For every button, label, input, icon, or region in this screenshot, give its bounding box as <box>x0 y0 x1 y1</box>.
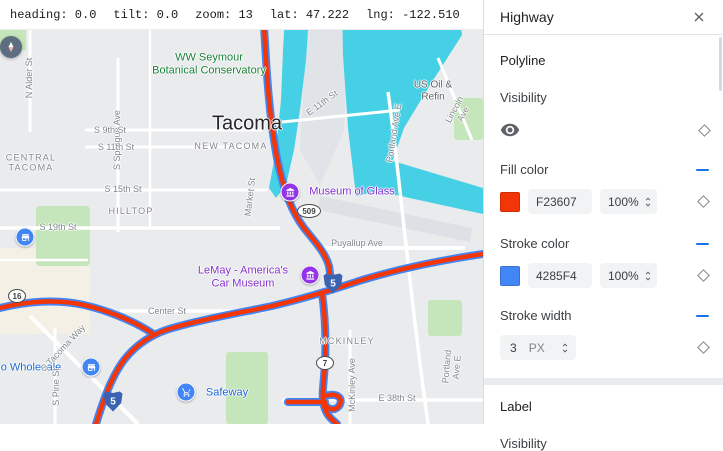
stroke-inherit-diamond-icon[interactable] <box>697 269 710 282</box>
fill-inherit-diamond-icon[interactable] <box>697 195 710 208</box>
fill-remove-icon[interactable] <box>696 168 709 171</box>
fill-opacity-stepper[interactable]: 100% <box>600 189 657 214</box>
polyline-visibility-label: Visibility <box>500 90 547 105</box>
stroke-opacity-value: 100% <box>608 268 639 283</box>
stepper-arrows-icon[interactable] <box>642 270 654 282</box>
stepper-arrows-icon[interactable] <box>642 196 654 208</box>
status-lng: lng: -122.510 <box>366 7 460 22</box>
compass-control[interactable] <box>0 36 22 58</box>
status-bar: heading: 0.0 tilt: 0.0 zoom: 13 lat: 47.… <box>0 0 483 30</box>
label-section-title: Label <box>500 399 532 414</box>
compass-icon <box>8 41 14 53</box>
status-lat: lat: 47.222 <box>269 7 350 22</box>
stroke-opacity-stepper[interactable]: 100% <box>600 263 657 288</box>
stroke-width-value: 3 <box>510 340 517 355</box>
stroke-color-label: Stroke color <box>500 236 570 251</box>
stroke-width-remove-icon[interactable] <box>696 314 709 317</box>
map-canvas[interactable] <box>0 0 483 424</box>
close-icon[interactable] <box>691 9 707 25</box>
status-heading: heading: 0.0 <box>10 7 97 22</box>
map-commercial-area <box>0 248 90 334</box>
panel-title: Highway <box>500 9 554 25</box>
panel-header: Highway <box>484 0 723 35</box>
visibility-eye-icon[interactable] <box>500 120 520 140</box>
status-zoom: zoom: 13 <box>195 7 253 22</box>
stroke-color-swatch[interactable] <box>500 265 520 286</box>
fill-color-swatch[interactable] <box>500 191 520 212</box>
panel-body: Polyline Visibility Fill color 100% <box>484 53 723 451</box>
stroke-hex-input[interactable] <box>528 263 592 288</box>
fill-opacity-value: 100% <box>608 194 639 209</box>
map-industrial-area <box>300 0 350 185</box>
fill-hex-input[interactable] <box>528 189 592 214</box>
status-tilt: tilt: 0.0 <box>113 7 179 22</box>
stroke-width-stepper[interactable]: 3 PX <box>500 335 576 360</box>
fill-color-label: Fill color <box>500 162 549 177</box>
style-panel: Highway Polyline Visibility Fill color 1… <box>483 0 723 451</box>
scrollbar-thumb[interactable] <box>719 37 722 91</box>
stroke-remove-icon[interactable] <box>696 242 709 245</box>
stroke-width-unit: PX <box>528 340 545 355</box>
stroke-width-inherit-diamond-icon[interactable] <box>697 341 710 354</box>
visibility-inherit-diamond-icon[interactable] <box>698 123 711 137</box>
map-railyard <box>318 196 472 242</box>
map[interactable]: WW Seymour Botanical Conservatory Tacoma N… <box>0 0 483 424</box>
polyline-section-title: Polyline <box>500 53 546 68</box>
map-streets <box>0 0 483 424</box>
stepper-arrows-icon[interactable] <box>559 342 571 354</box>
stroke-width-label: Stroke width <box>500 308 572 323</box>
label-visibility-label: Visibility <box>500 436 547 451</box>
section-divider <box>484 378 723 385</box>
